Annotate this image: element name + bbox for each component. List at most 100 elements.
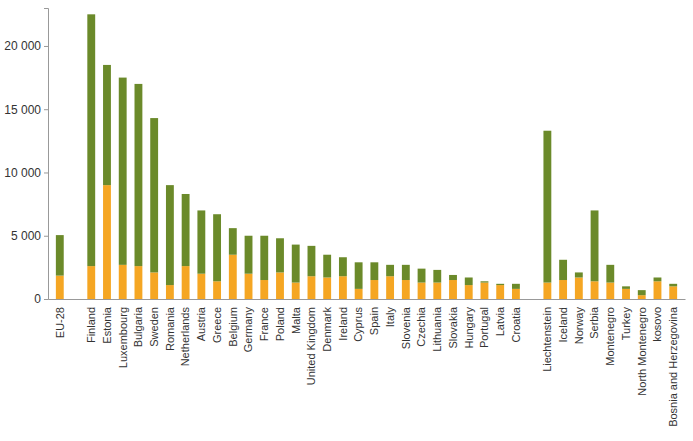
y-tick: 15 000 xyxy=(4,103,48,117)
x-tick-label: Estonia xyxy=(101,306,113,344)
bar xyxy=(669,286,677,299)
x-tick: Belgium xyxy=(227,307,239,347)
y-tick-mark xyxy=(44,299,48,300)
x-tick: Croatia xyxy=(510,306,522,342)
bar xyxy=(386,265,394,276)
chart-svg: 05 00010 00015 00020 000EU-28FinlandEsto… xyxy=(0,0,693,441)
bar xyxy=(339,257,347,276)
x-tick-label: Belgium xyxy=(227,307,239,347)
bar xyxy=(559,260,567,280)
bar xyxy=(260,236,268,280)
bar xyxy=(292,283,300,299)
bar xyxy=(606,265,614,283)
bar xyxy=(56,276,64,299)
bar xyxy=(575,277,583,299)
x-tick-label: Romania xyxy=(164,306,176,351)
bar xyxy=(512,289,520,299)
x-tick: Estonia xyxy=(101,306,113,344)
x-tick: Montenegro xyxy=(604,307,616,366)
bar xyxy=(543,131,551,283)
y-tick: 5 000 xyxy=(11,229,48,243)
chart-container: 05 00010 00015 00020 000EU-28FinlandEsto… xyxy=(0,0,693,441)
bar xyxy=(465,277,473,285)
x-tick: North Montenegro xyxy=(636,307,648,396)
x-tick: Luxembourg xyxy=(117,307,129,368)
x-tick-label: Lithuania xyxy=(431,306,443,352)
bar xyxy=(622,289,630,299)
x-tick-label: Hungary xyxy=(463,307,475,349)
y-tick-label: 15 000 xyxy=(4,103,41,117)
bar xyxy=(418,283,426,299)
bar xyxy=(402,265,410,280)
x-axis-line xyxy=(49,299,686,300)
bar xyxy=(496,285,504,299)
x-tick: Iceland xyxy=(557,307,569,342)
y-tick: 0 xyxy=(34,292,48,306)
bar xyxy=(119,265,127,299)
x-tick-label: United Kingdom xyxy=(305,307,317,385)
bar xyxy=(323,255,331,278)
bar xyxy=(591,210,599,281)
bar xyxy=(166,185,174,285)
y-tick-mark xyxy=(44,109,48,110)
y-axis: 0 5 000 10 000 15 000 20 000 xyxy=(4,9,48,307)
x-tick-label: Portugal xyxy=(478,307,490,348)
bar xyxy=(323,277,331,299)
y-tick-label: 10 000 xyxy=(4,166,41,180)
x-tick: France xyxy=(258,307,270,341)
bar xyxy=(512,284,520,289)
bar xyxy=(292,245,300,283)
y-axis-line xyxy=(44,9,49,300)
x-tick: Slovenia xyxy=(400,306,412,349)
bar xyxy=(213,214,221,281)
x-tick: Latvia xyxy=(494,306,506,336)
bar xyxy=(150,118,158,272)
bar xyxy=(433,270,441,283)
x-tick-label: Denmark xyxy=(321,307,333,352)
bar xyxy=(182,266,190,299)
x-tick-label: Luxembourg xyxy=(117,307,129,368)
x-tick: Slovakia xyxy=(447,306,459,348)
y-tick-label: 20 000 xyxy=(4,39,41,53)
bar xyxy=(87,266,95,299)
x-tick: EU-28 xyxy=(54,307,66,338)
x-tick: Austria xyxy=(195,306,207,341)
bar xyxy=(135,266,143,299)
x-tick: kosovo xyxy=(651,307,663,342)
x-tick: Czechia xyxy=(415,306,427,347)
bar xyxy=(260,280,268,299)
bar xyxy=(308,246,316,276)
bar xyxy=(669,284,677,287)
bar xyxy=(465,285,473,299)
x-tick-label: Greece xyxy=(211,307,223,343)
x-tick-label: Slovenia xyxy=(400,306,412,349)
x-tick-label: Sweden xyxy=(148,307,160,347)
bar xyxy=(575,272,583,277)
x-tick-label: Germany xyxy=(242,307,254,353)
x-tick-label: Bosnia and Herzegovina xyxy=(667,306,679,427)
x-axis: EU-28FinlandEstoniaLuxembourgBulgariaSwe… xyxy=(49,300,686,427)
bar xyxy=(182,194,190,266)
bar xyxy=(197,210,205,273)
bars xyxy=(56,14,677,299)
x-tick-label: Austria xyxy=(195,306,207,341)
x-tick-label: Malta xyxy=(290,306,302,334)
bar xyxy=(606,283,614,299)
x-tick-label: Montenegro xyxy=(604,307,616,366)
bar xyxy=(213,281,221,299)
x-tick-label: Czechia xyxy=(415,306,427,347)
x-tick-label: North Montenegro xyxy=(636,307,648,396)
y-tick-label: 0 xyxy=(34,292,41,306)
x-tick: Ireland xyxy=(337,307,349,341)
x-tick: Poland xyxy=(274,307,286,341)
bar xyxy=(449,280,457,299)
bar xyxy=(433,283,441,299)
bar xyxy=(370,262,378,280)
x-tick: Greece xyxy=(211,307,223,343)
bar xyxy=(654,281,662,299)
bar xyxy=(543,283,551,299)
x-tick: Norway xyxy=(573,307,585,345)
x-tick: Liechtenstein xyxy=(541,307,553,372)
x-tick: Netherlands xyxy=(179,307,191,367)
x-tick-label: Iceland xyxy=(557,307,569,342)
